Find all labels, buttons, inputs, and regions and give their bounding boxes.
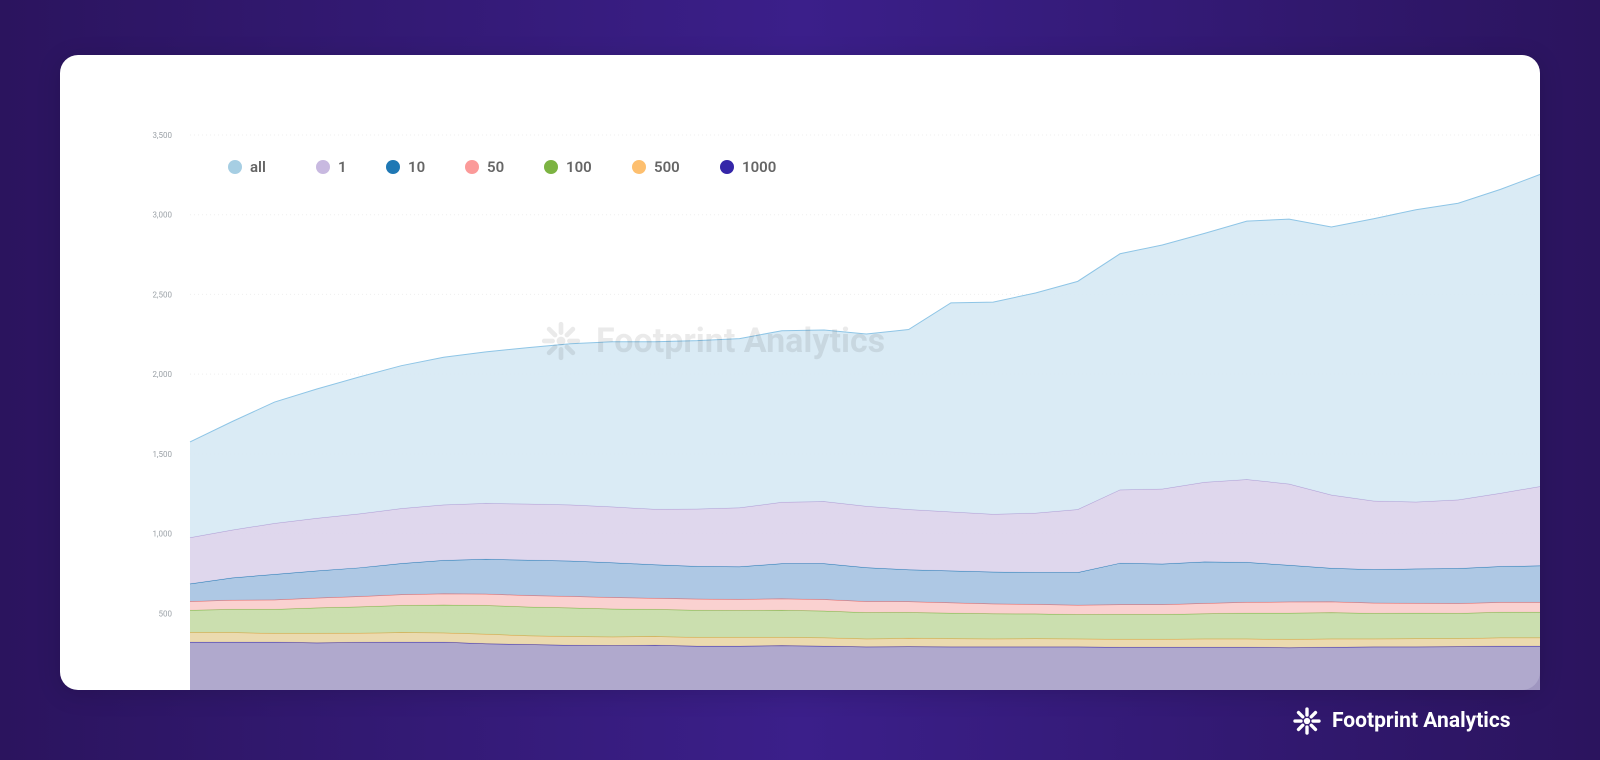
area-series-1000 bbox=[190, 642, 1540, 690]
legend-label-1[interactable]: 1 bbox=[338, 158, 347, 176]
legend-dot-50[interactable] bbox=[465, 160, 479, 174]
legend-dot-1000[interactable] bbox=[720, 160, 734, 174]
legend-label-500[interactable]: 500 bbox=[654, 158, 680, 176]
legend-dot-all[interactable] bbox=[228, 160, 242, 174]
legend-label-50[interactable]: 50 bbox=[487, 158, 504, 176]
legend-dot-100[interactable] bbox=[544, 160, 558, 174]
legend-label-10[interactable]: 10 bbox=[408, 158, 425, 176]
legend-label-all[interactable]: all bbox=[250, 158, 266, 176]
y-tick-label: 1,500 bbox=[152, 450, 172, 459]
footprint-icon bbox=[1292, 706, 1322, 736]
legend-label-100[interactable]: 100 bbox=[566, 158, 592, 176]
y-tick-label: 2,500 bbox=[152, 290, 172, 299]
brand-footer: Footprint Analytics bbox=[1292, 706, 1511, 736]
stacked-area-chart: 05001,0001,5002,0002,5003,0003,500Januar… bbox=[60, 55, 1540, 690]
legend-dot-10[interactable] bbox=[386, 160, 400, 174]
y-tick-label: 2,000 bbox=[152, 370, 172, 379]
y-tick-label: 500 bbox=[159, 609, 173, 618]
y-tick-label: 3,500 bbox=[152, 131, 172, 140]
y-tick-label: 0 bbox=[168, 689, 173, 690]
y-tick-label: 1,000 bbox=[152, 530, 172, 539]
legend-label-1000[interactable]: 1000 bbox=[742, 158, 776, 176]
area-series-all bbox=[190, 135, 1540, 538]
y-tick-label: 3,000 bbox=[152, 211, 172, 220]
legend-dot-1[interactable] bbox=[316, 160, 330, 174]
legend-dot-500[interactable] bbox=[632, 160, 646, 174]
chart-card: 05001,0001,5002,0002,5003,0003,500Januar… bbox=[60, 55, 1540, 690]
brand-text: Footprint Analytics bbox=[1332, 709, 1511, 733]
